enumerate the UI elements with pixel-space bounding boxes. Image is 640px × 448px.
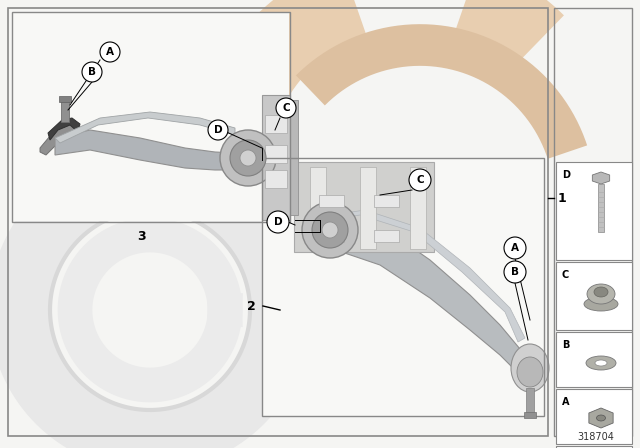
Text: B: B (562, 340, 570, 350)
Polygon shape (593, 172, 610, 184)
Text: B: B (511, 267, 519, 277)
Bar (59, 96, 71, 102)
Circle shape (230, 140, 266, 176)
Circle shape (267, 211, 289, 233)
Circle shape (302, 202, 358, 258)
Polygon shape (310, 210, 525, 342)
Bar (526, 388, 534, 416)
Bar (556, 389, 632, 444)
Bar (556, 446, 632, 448)
Bar (598, 184, 604, 232)
Bar (265, 170, 287, 188)
Circle shape (322, 222, 338, 238)
Text: D: D (214, 125, 222, 135)
Ellipse shape (586, 356, 616, 370)
Bar (374, 230, 399, 242)
Circle shape (276, 98, 296, 118)
Bar (262, 158, 544, 416)
Bar (319, 195, 344, 207)
Circle shape (312, 212, 348, 248)
Text: 3: 3 (138, 230, 147, 243)
Text: A: A (562, 397, 570, 407)
Bar (265, 145, 287, 163)
Polygon shape (310, 210, 525, 380)
Polygon shape (48, 118, 80, 140)
Text: D: D (274, 217, 282, 227)
Text: 2: 2 (247, 300, 256, 313)
Ellipse shape (584, 297, 618, 311)
Text: B: B (88, 67, 96, 77)
Circle shape (504, 261, 526, 283)
Bar (556, 262, 632, 330)
Text: C: C (416, 175, 424, 185)
Text: C: C (282, 103, 290, 113)
Circle shape (409, 169, 431, 191)
Ellipse shape (595, 360, 607, 366)
Circle shape (208, 120, 228, 140)
Bar (554, 8, 632, 436)
Bar (410, 167, 426, 249)
Polygon shape (40, 125, 78, 155)
Ellipse shape (517, 357, 543, 387)
Bar (263, 159, 544, 416)
Text: A: A (511, 243, 519, 253)
Bar (556, 332, 632, 387)
Text: 318704: 318704 (577, 432, 614, 442)
Polygon shape (55, 130, 250, 170)
Bar (61, 100, 69, 122)
Polygon shape (589, 408, 613, 428)
Ellipse shape (594, 287, 608, 297)
Bar (290, 100, 298, 215)
Ellipse shape (511, 344, 549, 392)
Text: D: D (562, 170, 570, 180)
Bar (319, 230, 344, 242)
Bar (13, 13, 289, 221)
Bar (8, 8, 548, 436)
Bar (524, 412, 536, 418)
Circle shape (220, 130, 276, 186)
Bar (556, 162, 632, 260)
Circle shape (100, 42, 120, 62)
Polygon shape (55, 112, 235, 143)
Ellipse shape (596, 415, 605, 421)
Bar (294, 162, 434, 252)
Text: A: A (106, 47, 114, 57)
Circle shape (240, 150, 256, 166)
Bar (360, 167, 376, 249)
Text: 1: 1 (558, 191, 567, 204)
Bar (262, 95, 290, 220)
Bar (265, 115, 287, 133)
Circle shape (82, 62, 102, 82)
Circle shape (504, 237, 526, 259)
Bar (310, 167, 326, 249)
Bar (12, 12, 290, 222)
Ellipse shape (587, 284, 615, 304)
Bar (374, 195, 399, 207)
Text: C: C (562, 270, 569, 280)
